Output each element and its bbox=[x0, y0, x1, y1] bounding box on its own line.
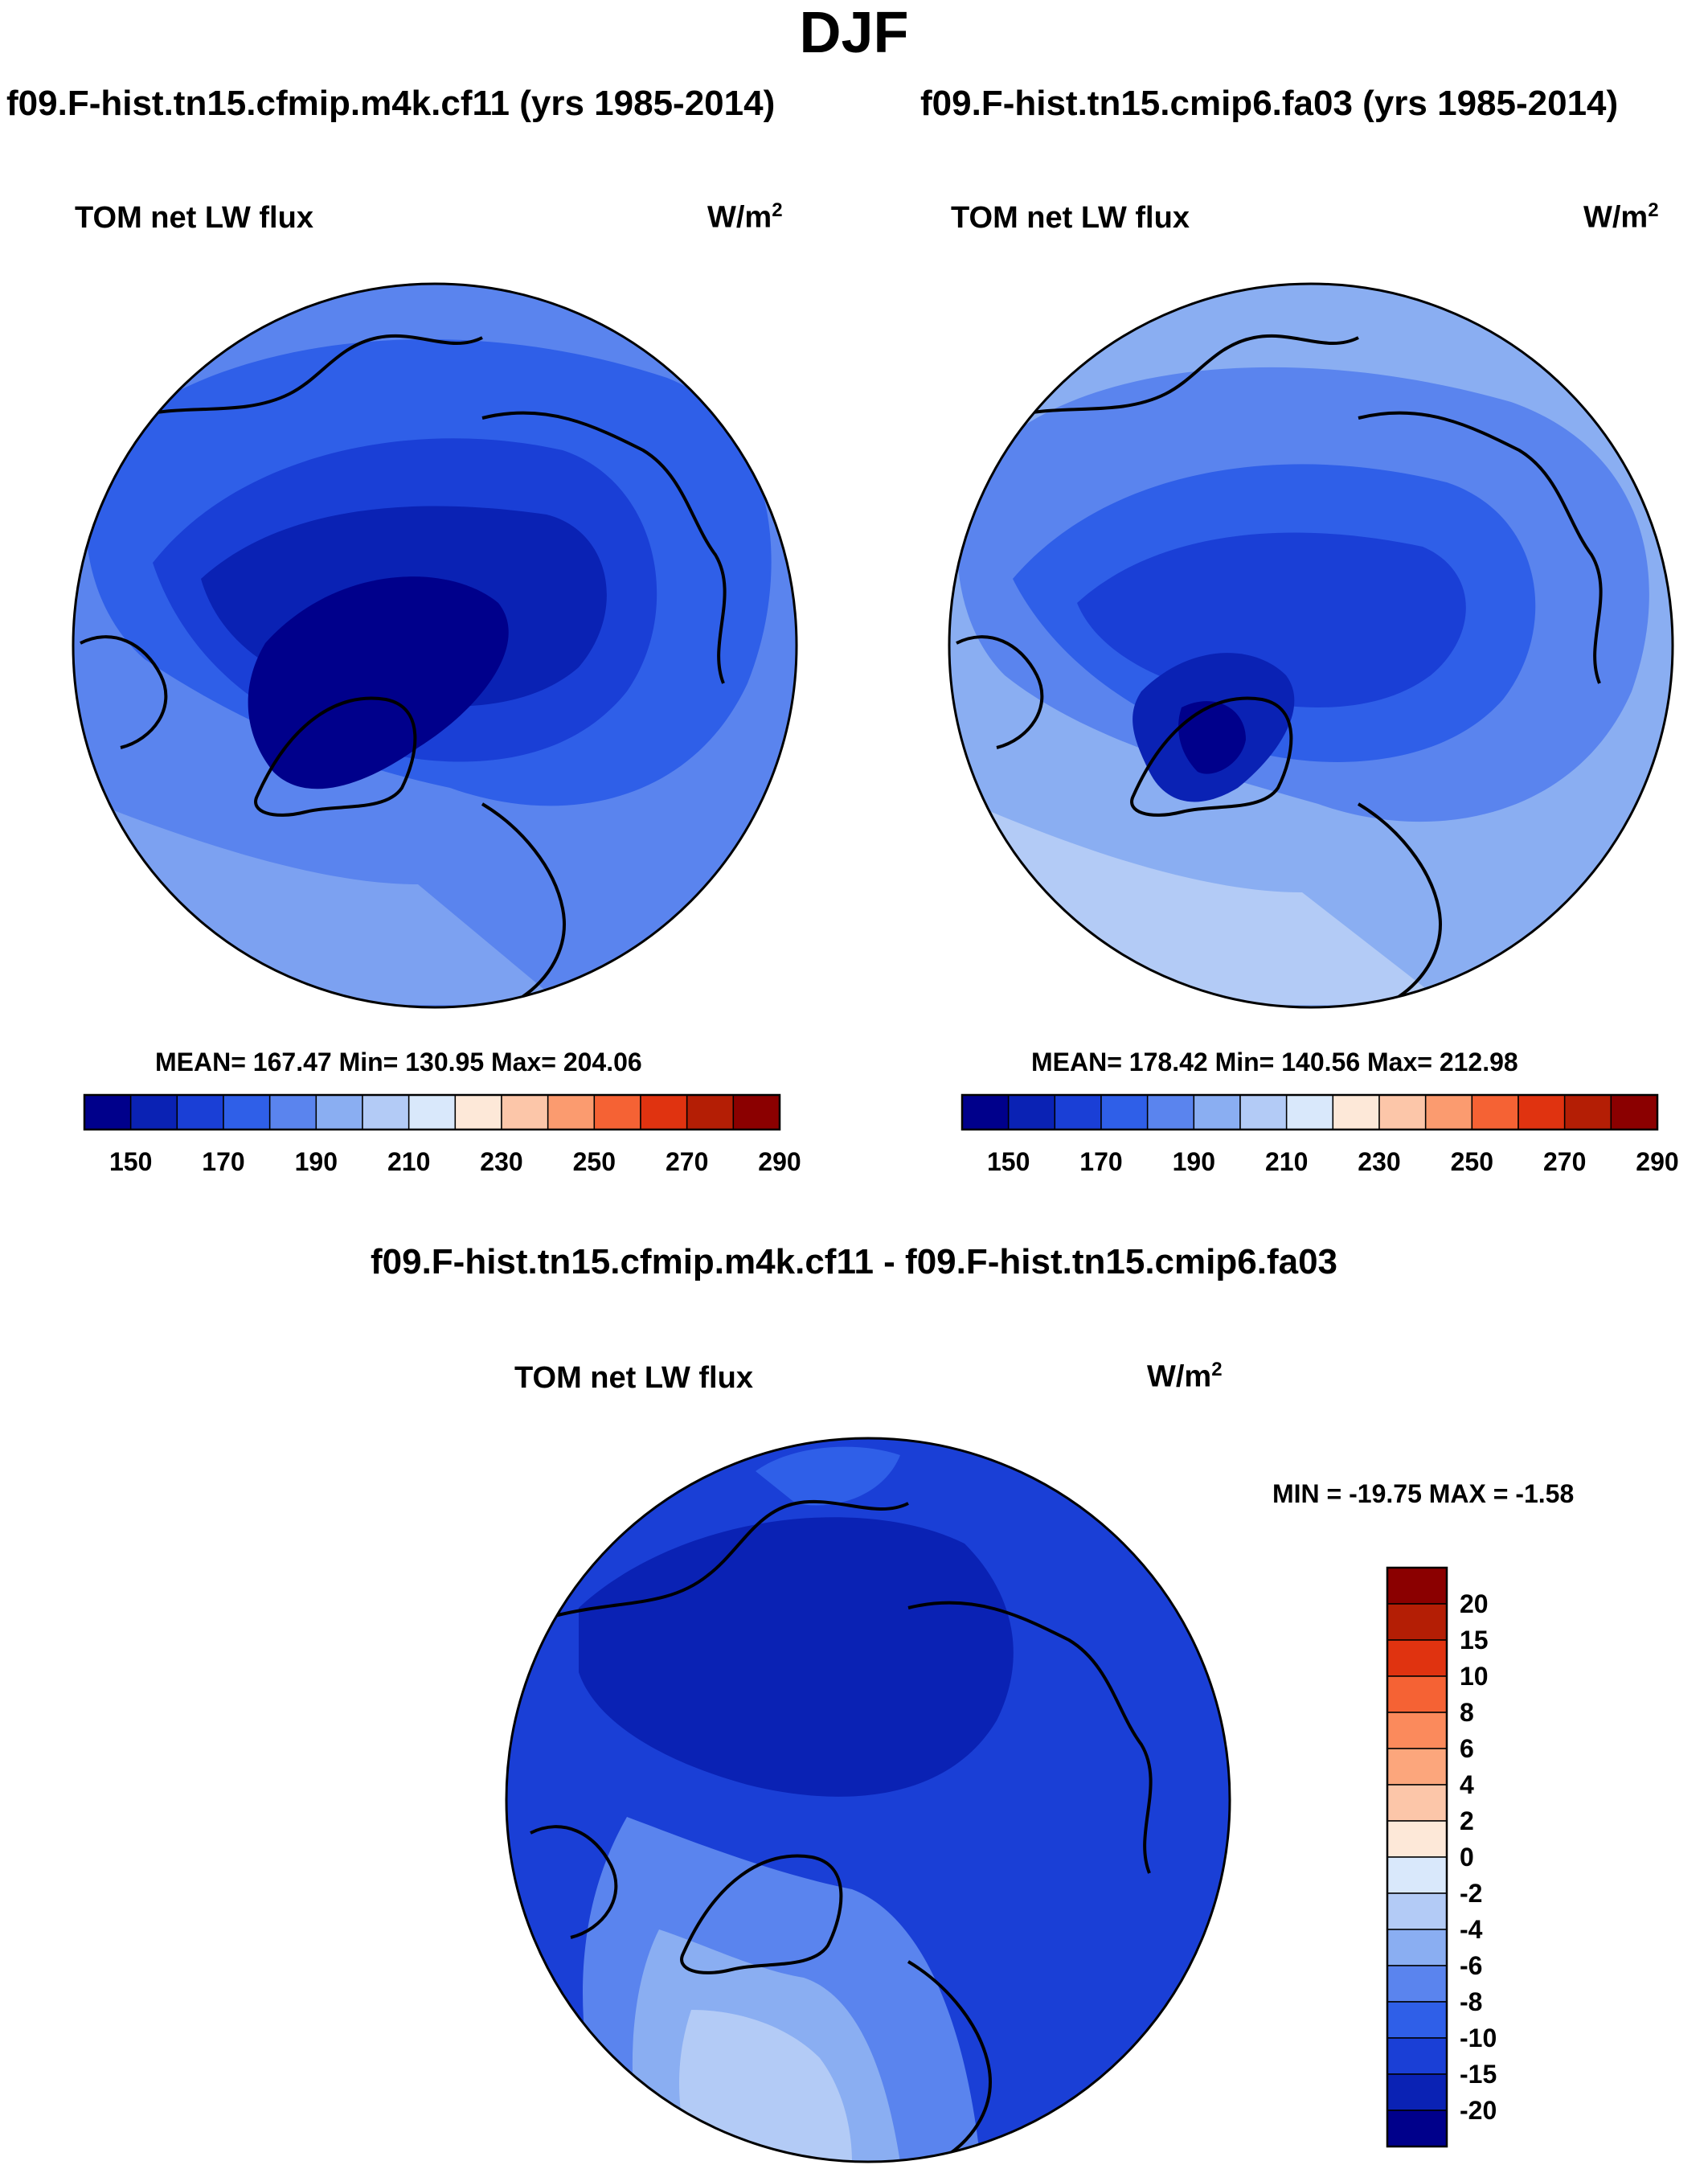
colorbar-tick-label: 0 bbox=[1460, 1843, 1474, 1872]
panel-2-stats: MEAN= 178.42 Min= 140.56 Max= 212.98 bbox=[1031, 1048, 1518, 1076]
colorbar-tick-label: 230 bbox=[1358, 1147, 1400, 1176]
coastlines bbox=[956, 334, 1603, 998]
colorbar-swatch bbox=[1386, 2001, 1448, 2039]
colorbar-tick-label: 250 bbox=[573, 1147, 616, 1176]
colorbar-tick-label: -20 bbox=[1460, 2096, 1497, 2125]
colorbar-tick-label: 150 bbox=[987, 1147, 1030, 1176]
map-border bbox=[72, 282, 798, 1009]
colorbar-tick-label: 270 bbox=[1543, 1147, 1586, 1176]
colorbar-tick-label: 210 bbox=[387, 1147, 430, 1176]
coastlines bbox=[530, 1499, 1153, 2156]
colorbar-tick-label: -2 bbox=[1460, 1879, 1482, 1908]
map-border bbox=[505, 1437, 1231, 2163]
panel-1-stats: MEAN= 167.47 Min= 130.95 Max= 204.06 bbox=[155, 1048, 642, 1076]
colorbar-tick-label: -15 bbox=[1460, 2060, 1497, 2089]
colorbar-tick-label: -10 bbox=[1460, 2024, 1497, 2052]
colorbar-frame bbox=[960, 1093, 1659, 1131]
colorbar-swatch bbox=[1386, 1748, 1448, 1786]
colorbar-tick-label: 290 bbox=[758, 1147, 801, 1176]
diff-units: W/m2 bbox=[1147, 1359, 1223, 1394]
colorbar-tick-label: 8 bbox=[1460, 1698, 1474, 1727]
map-shading bbox=[1077, 532, 1466, 707]
diff-minmax: MIN = -19.75 MAX = -1.58 bbox=[1272, 1479, 1575, 1508]
colorbar-swatch bbox=[1386, 2073, 1448, 2111]
colorbar-swatch bbox=[1471, 1094, 1519, 1130]
colorbar-tick-label: 170 bbox=[202, 1147, 244, 1176]
colorbar-tick-label: 170 bbox=[1079, 1147, 1122, 1176]
colorbar-swatch bbox=[1386, 1856, 1448, 1894]
colorbar-swatch bbox=[1386, 1820, 1448, 1858]
colorbar-swatch bbox=[1386, 1892, 1448, 1930]
colorbar-swatch bbox=[1386, 1603, 1448, 1641]
panel-2-variable-title: TOM net LW flux bbox=[951, 201, 1190, 235]
colorbar-swatch bbox=[1386, 1929, 1448, 1966]
colorbar-tick-label: 2 bbox=[1460, 1806, 1474, 1835]
colorbar-swatch bbox=[732, 1094, 780, 1130]
colorbar-tick-label: -4 bbox=[1460, 1915, 1483, 1944]
colorbar-swatch bbox=[1386, 2037, 1448, 2075]
panel-1-variable-title: TOM net LW flux bbox=[75, 201, 313, 235]
colorbar-swatch bbox=[1386, 1567, 1448, 1605]
page-title: DJF bbox=[799, 1, 909, 65]
panel-2-case-title: f09.F-hist.tn15.cmip6.fa03 (yrs 1985-201… bbox=[920, 84, 1619, 123]
colorbar-tick-label: 230 bbox=[480, 1147, 522, 1176]
colorbar-tick-label: -8 bbox=[1460, 1987, 1482, 2016]
diff-case-title: f09.F-hist.tn15.cfmip.m4k.cf11 - f09.F-h… bbox=[370, 1242, 1338, 1281]
colorbar-swatch bbox=[593, 1094, 641, 1130]
panel-2-units: W/m2 bbox=[1583, 199, 1659, 235]
colorbar-tick-label: 190 bbox=[1173, 1147, 1215, 1176]
colorbar-tick-label: 210 bbox=[1265, 1147, 1308, 1176]
colorbar-tick-label: 270 bbox=[666, 1147, 708, 1176]
colorbar-swatch bbox=[1386, 1784, 1448, 1822]
panel-1-case-title: f09.F-hist.tn15.cfmip.m4k.cf11 (yrs 1985… bbox=[6, 84, 776, 123]
map-border bbox=[948, 282, 1674, 1009]
map-shading bbox=[679, 2010, 852, 2162]
colorbar-swatch bbox=[1386, 1965, 1448, 2003]
colorbar-tick-label: 10 bbox=[1460, 1662, 1489, 1691]
colorbar-tick-label: 250 bbox=[1451, 1147, 1493, 1176]
panel-1-units: W/m2 bbox=[707, 199, 783, 235]
colorbar-tick-label: 4 bbox=[1460, 1770, 1474, 1799]
colorbar-swatch bbox=[1386, 1712, 1448, 1749]
colorbar-swatch bbox=[1386, 2110, 1448, 2147]
colorbar-tick-label: 190 bbox=[295, 1147, 338, 1176]
colorbar-swatch bbox=[1610, 1094, 1658, 1130]
colorbar-frame bbox=[1386, 1566, 1448, 2148]
map-shading bbox=[248, 576, 509, 789]
colorbar-swatch bbox=[1386, 1639, 1448, 1677]
colorbar-tick-label: -6 bbox=[1460, 1951, 1482, 1980]
colorbar-swatch bbox=[1386, 1675, 1448, 1713]
coastlines bbox=[80, 334, 727, 998]
colorbar-tick-label: 20 bbox=[1460, 1589, 1489, 1618]
colorbar-tick-label: 6 bbox=[1460, 1734, 1474, 1763]
colorbar-frame bbox=[83, 1093, 781, 1131]
diff-variable-title: TOM net LW flux bbox=[514, 1361, 753, 1395]
colorbar-tick-label: 290 bbox=[1636, 1147, 1678, 1176]
colorbar-tick-label: 15 bbox=[1460, 1626, 1489, 1655]
map-shading bbox=[1178, 701, 1246, 774]
map-shading bbox=[756, 1446, 900, 1506]
colorbar-tick-label: 150 bbox=[109, 1147, 152, 1176]
